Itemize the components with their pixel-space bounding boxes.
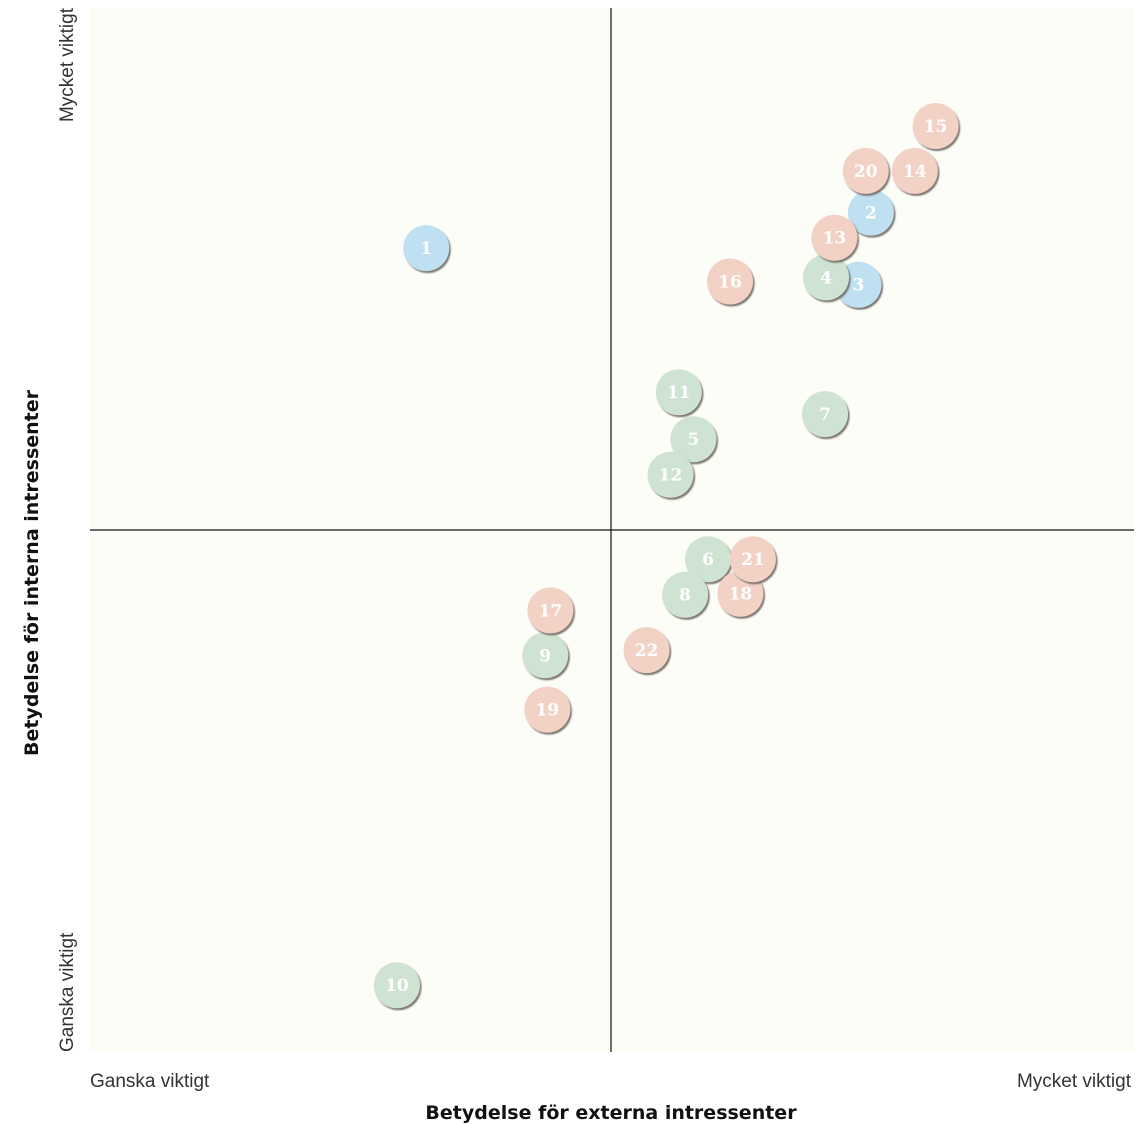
- bubble-label-2: 2: [865, 204, 877, 224]
- bubble-circle-4: [803, 254, 849, 301]
- x-tick-max-label: Mycket viktigt: [1017, 1071, 1132, 1092]
- y-axis-title: Betydelse för interna intressenter: [21, 389, 43, 756]
- bubble-label-14: 14: [903, 162, 927, 182]
- bubble-label-19: 19: [535, 701, 559, 721]
- bubble-circle-19: [524, 686, 571, 733]
- bubble-circle-9: [522, 632, 569, 679]
- bubble-circle-8: [662, 571, 709, 618]
- bubble-13: 13: [811, 214, 858, 261]
- bubble-20: 20: [842, 147, 889, 194]
- bubble-label-8: 8: [679, 586, 691, 606]
- bubble-circle-11: [655, 369, 702, 416]
- x-tick-min-label: Ganska viktigt: [90, 1071, 210, 1092]
- bubble-10: 10: [373, 962, 420, 1009]
- bubble-circle-12: [647, 451, 694, 498]
- bubble-12: 12: [647, 451, 694, 498]
- bubble-circle-1: [403, 225, 450, 272]
- y-tick-max-label: Mycket viktigt: [57, 7, 78, 122]
- bubble-17: 17: [527, 587, 574, 634]
- bubble-circle-14: [891, 147, 938, 194]
- bubble-2: 2: [847, 189, 894, 236]
- bubble-label-20: 20: [854, 162, 878, 182]
- bubble-label-5: 5: [687, 430, 699, 450]
- bubble-label-15: 15: [924, 117, 948, 137]
- bubble-label-9: 9: [539, 646, 551, 666]
- bubble-22: 22: [623, 627, 670, 674]
- bubble-circle-2: [847, 189, 894, 236]
- bubble-circle-18: [717, 570, 764, 617]
- bubble-11: 11: [655, 369, 702, 416]
- y-tick-min-label: Ganska viktigt: [57, 932, 78, 1052]
- bubble-label-13: 13: [823, 229, 847, 249]
- bubble-label-17: 17: [539, 601, 563, 621]
- bubble-label-18: 18: [729, 585, 753, 605]
- bubble-label-3: 3: [852, 276, 864, 296]
- bubble-label-6: 6: [702, 550, 714, 570]
- bubble-14: 14: [891, 147, 938, 194]
- bubble-circle-10: [373, 962, 420, 1009]
- bubble-label-7: 7: [819, 405, 831, 425]
- bubble-15: 15: [912, 103, 959, 149]
- bubble-circle-13: [811, 214, 858, 261]
- bubble-4: 4: [803, 254, 849, 301]
- bubble-16: 16: [707, 258, 753, 305]
- bubble-circle-20: [842, 147, 889, 194]
- bubble-label-1: 1: [420, 239, 432, 259]
- bubble-label-22: 22: [635, 641, 659, 661]
- bubble-18: 18: [717, 570, 764, 617]
- bubble-5: 5: [670, 416, 717, 463]
- bubble-circle-15: [912, 103, 959, 149]
- bubble-19: 19: [524, 686, 571, 733]
- bubble-circle-5: [670, 416, 717, 463]
- bubble-label-11: 11: [667, 383, 691, 403]
- bubble-label-4: 4: [820, 268, 832, 288]
- bubble-9: 9: [522, 632, 569, 679]
- bubble-circle-7: [802, 391, 848, 438]
- bubble-label-16: 16: [718, 273, 742, 293]
- bubble-circle-21: [729, 536, 776, 583]
- bubble-1: 1: [403, 225, 450, 272]
- bubble-label-21: 21: [741, 550, 765, 570]
- bubble-6: 6: [685, 536, 731, 583]
- bubble-circle-16: [707, 258, 753, 305]
- bubble-label-12: 12: [659, 466, 683, 486]
- bubble-circle-6: [685, 536, 731, 583]
- bubble-8: 8: [662, 571, 709, 618]
- bubble-circle-17: [527, 587, 574, 634]
- bubble-7: 7: [802, 391, 848, 438]
- x-axis-title: Betydelse för externa intressenter: [425, 1102, 797, 1124]
- bubble-circle-22: [623, 627, 670, 674]
- bubble-21: 21: [729, 536, 776, 583]
- bubble-label-10: 10: [385, 976, 409, 996]
